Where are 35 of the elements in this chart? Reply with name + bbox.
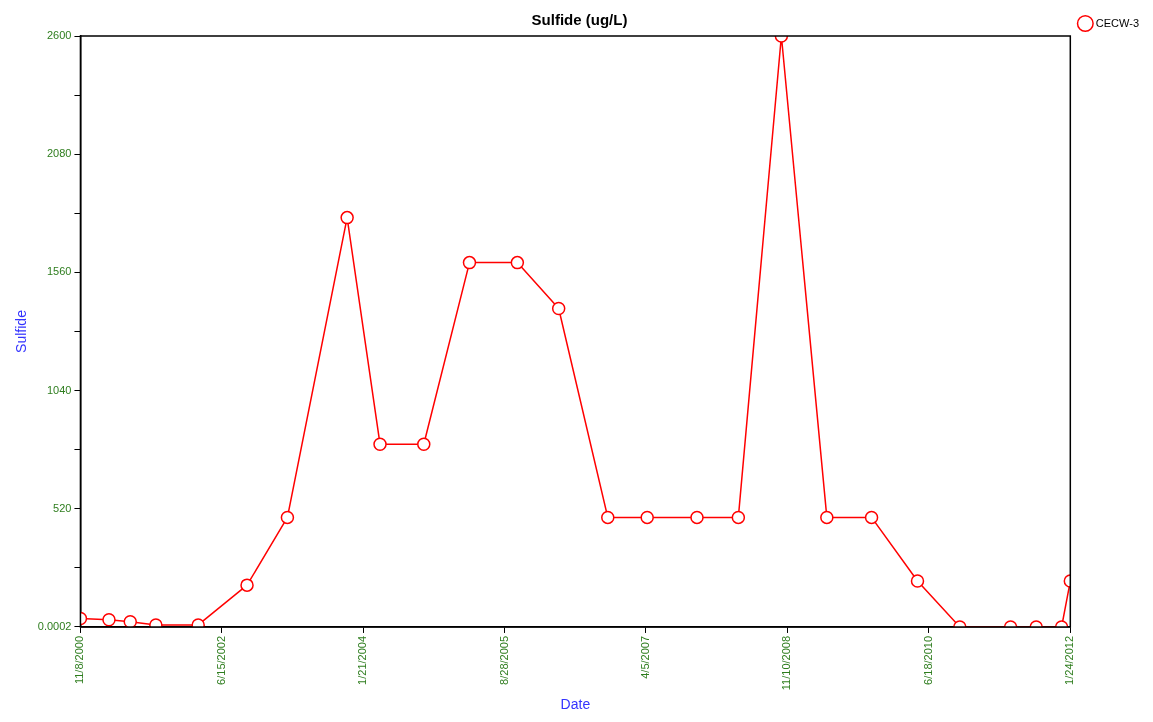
point: [462, 255, 477, 270]
point: [280, 510, 295, 525]
x-tick-label: 11/10/2008: [780, 635, 793, 691]
x-tick-label: 1/21/2004: [356, 635, 369, 685]
point: [123, 614, 137, 627]
y-tick-label: 520: [53, 501, 72, 514]
x-tick-label: 1/24/2012: [1063, 635, 1076, 685]
point: [240, 578, 254, 592]
y-tick-label: 2600: [46, 29, 72, 42]
point: [864, 510, 879, 525]
x-axis-title: Date: [560, 696, 591, 713]
x-tick-label: 4/5/2007: [639, 635, 652, 679]
x-tick-label: 8/28/2005: [497, 635, 510, 685]
y-tick-label: 2080: [46, 147, 72, 160]
y-tick-label: 0.0002: [37, 619, 72, 632]
x-tick-label: 6/15/2002: [214, 635, 227, 685]
legend-label: CECW-3: [1095, 16, 1140, 29]
y-axis-title: Sulfide: [13, 309, 30, 353]
y-tick-label: 1040: [46, 383, 72, 396]
point: [102, 612, 116, 627]
point: [820, 510, 834, 525]
point: [910, 574, 925, 588]
point: [601, 510, 615, 525]
chart-title: Sulfide (ug/L): [531, 11, 628, 29]
point: [373, 437, 387, 451]
point: [340, 210, 354, 225]
y-tick-label: 1560: [46, 265, 72, 278]
point: [690, 510, 704, 525]
point: [640, 510, 654, 525]
point: [417, 437, 431, 451]
x-tick-label: 11/8/2000: [73, 635, 86, 685]
point: [551, 301, 566, 316]
point: [510, 255, 525, 270]
x-tick-label: 6/18/2010: [921, 635, 934, 685]
point: [731, 510, 746, 525]
